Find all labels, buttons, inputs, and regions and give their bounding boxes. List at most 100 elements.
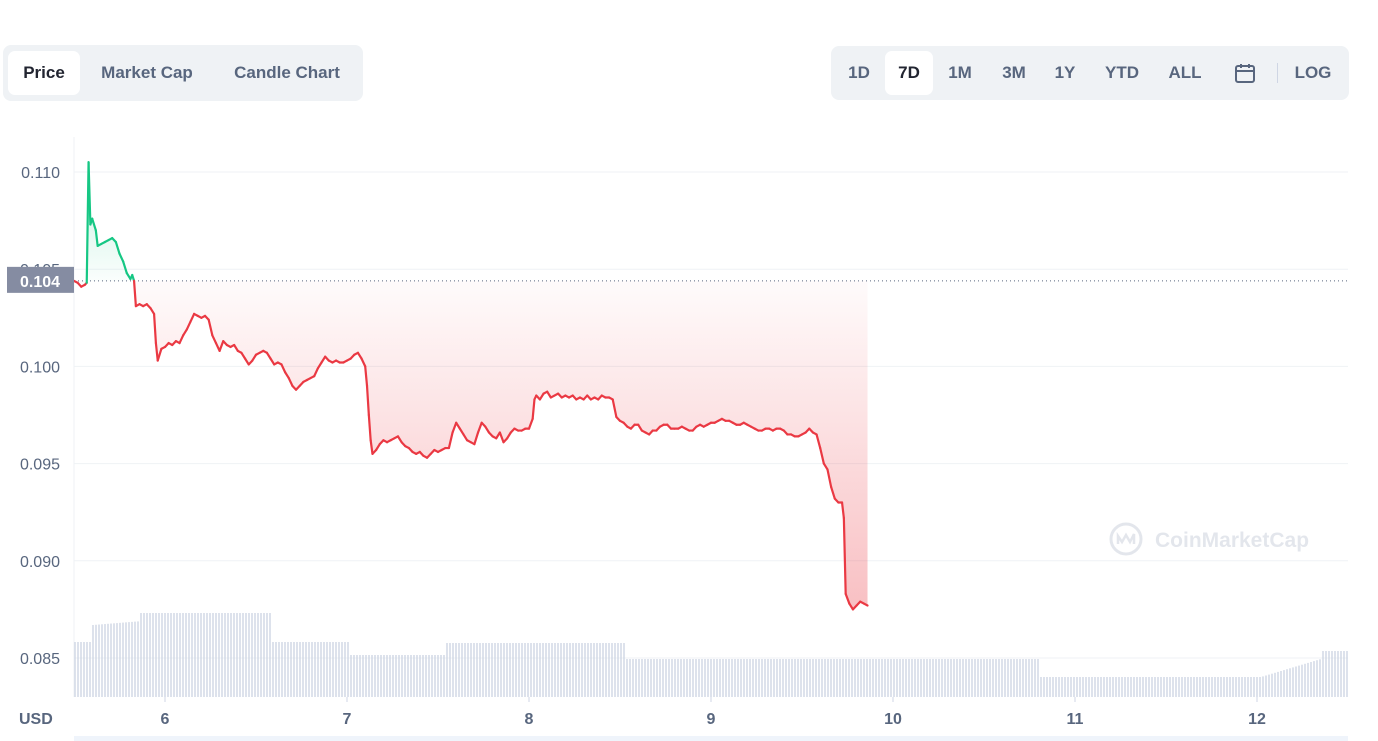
volume-bar [293, 642, 295, 697]
volume-bar [1283, 670, 1285, 697]
price-segment [506, 431, 512, 440]
volume-bar [1280, 671, 1282, 697]
price-segment [152, 312, 157, 345]
volume-bar [434, 655, 436, 697]
volume-bar [455, 643, 457, 697]
volume-bar [773, 659, 775, 697]
volume-bar [650, 659, 652, 697]
range-1m[interactable]: 1M [948, 63, 972, 82]
current-price-badge: 0.104 [7, 266, 74, 293]
volume-bar [899, 659, 901, 697]
price-segment [476, 421, 483, 434]
volume-bar [941, 659, 943, 697]
volume-bar [1136, 677, 1138, 697]
volume-bar [251, 613, 253, 697]
volume-bar [617, 643, 619, 697]
volume-bar [770, 659, 772, 697]
volume-bar [764, 659, 766, 697]
volume-bar [1160, 677, 1162, 697]
volume-bar [431, 655, 433, 697]
volume-bar [473, 643, 475, 697]
tab-market-cap[interactable]: Market Cap [101, 63, 193, 82]
volume-bar [467, 643, 469, 697]
volume-bar [1346, 651, 1348, 697]
price-segment [484, 425, 491, 434]
volume-bar [341, 642, 343, 697]
volume-bar [554, 643, 556, 697]
calendar-icon[interactable] [1233, 61, 1257, 85]
volume-bar [278, 642, 280, 697]
volume-bar [161, 613, 163, 697]
volume-bar [713, 659, 715, 697]
volume-bar [1016, 659, 1018, 697]
volume-bar [707, 659, 709, 697]
volume-bar [317, 642, 319, 697]
volume-bar [311, 642, 313, 697]
volume-bar [662, 659, 664, 697]
volume-bar [1034, 659, 1036, 697]
volume-bar [1292, 667, 1294, 697]
volume-bar [1298, 665, 1300, 697]
volume-bar [572, 643, 574, 697]
range-7d[interactable]: 7D [885, 51, 933, 95]
tab-price[interactable]: Price [8, 51, 80, 95]
volume-bar [962, 659, 964, 697]
volume-bar [695, 659, 697, 697]
volume-bar [920, 659, 922, 697]
price-segment [396, 435, 403, 444]
volume-bar [107, 623, 109, 697]
price-segment [269, 357, 276, 366]
volume-bar [263, 613, 265, 697]
volume-bar [632, 659, 634, 697]
log-toggle[interactable]: LOG [1294, 63, 1332, 82]
volume-bar [290, 642, 292, 697]
volume-bar [818, 659, 820, 697]
volume-bar [1019, 659, 1021, 697]
volume-bar [596, 643, 598, 697]
volume-bar [1046, 677, 1048, 697]
volume-bar [512, 643, 514, 697]
volume-bar [1052, 677, 1054, 697]
range-ytd[interactable]: YTD [1105, 63, 1139, 82]
volume-bar [578, 643, 580, 697]
volume-bar [305, 642, 307, 697]
volume-bar [557, 643, 559, 697]
range-1d[interactable]: 1D [848, 63, 870, 82]
volume-bar [821, 659, 823, 697]
volume-bar [1217, 677, 1219, 697]
volume-bar [158, 613, 160, 697]
price-segment [546, 390, 552, 399]
volume-bar [131, 621, 133, 697]
currency-label: USD [19, 711, 53, 728]
volume-bar [848, 659, 850, 697]
volume-bar [836, 659, 838, 697]
range-all[interactable]: ALL [1168, 63, 1202, 82]
volume-bar [1307, 662, 1309, 697]
volume-bar [1091, 677, 1093, 697]
volume-bar [839, 659, 841, 697]
volume-bar [1151, 677, 1153, 697]
volume-bar [1214, 677, 1216, 697]
range-1y[interactable]: 1Y [1054, 63, 1076, 82]
volume-bar [272, 642, 274, 697]
volume-bar [425, 655, 427, 697]
volume-bar [506, 643, 508, 697]
price-segment [819, 446, 825, 465]
volume-bar [806, 659, 808, 697]
volume-bar [461, 643, 463, 697]
price-segment [243, 357, 250, 366]
volume-bar [986, 659, 988, 697]
price-segment [233, 343, 239, 352]
range-3m[interactable]: 3M [1002, 63, 1026, 82]
volume-bar [743, 659, 745, 697]
volume-bar [1253, 677, 1255, 697]
price-segment [287, 376, 294, 387]
volume-bar [896, 659, 898, 697]
volume-bar [191, 613, 193, 697]
tab-candle-chart[interactable]: Candle Chart [234, 63, 340, 82]
volume-bar [1235, 677, 1237, 697]
volume-bar [1037, 659, 1039, 697]
volume-bar [1193, 677, 1195, 697]
volume-bar [1004, 659, 1006, 697]
price-segment [531, 398, 536, 420]
